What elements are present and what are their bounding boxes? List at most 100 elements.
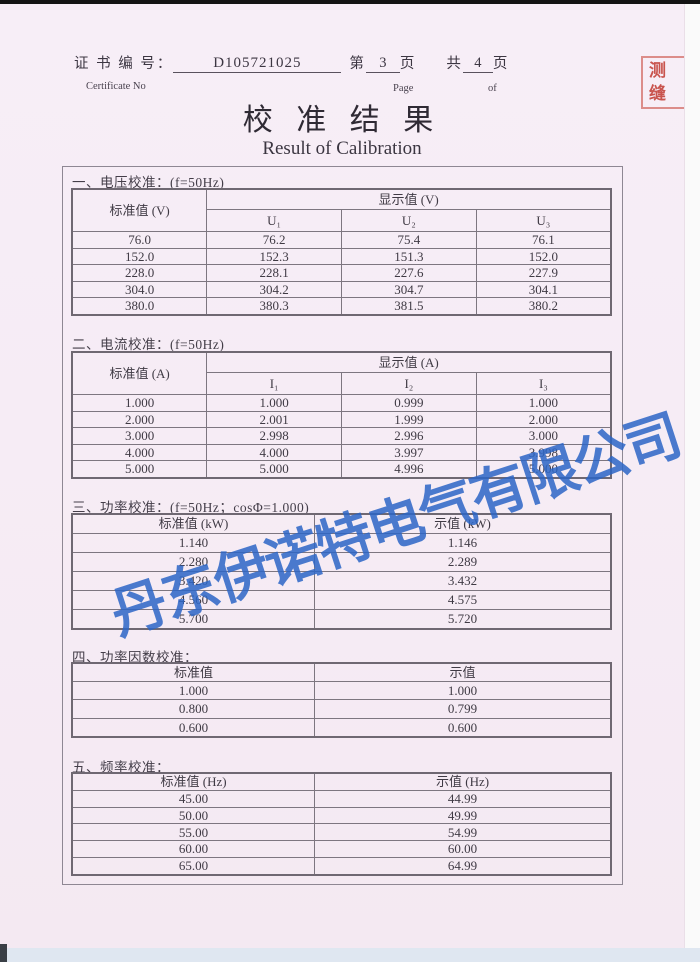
table-cell: 0.600 — [71, 717, 316, 738]
column-header: I₃ — [475, 372, 612, 395]
table-cell: 380.2 — [475, 297, 612, 316]
page-number: 3 — [365, 55, 400, 73]
table-cell: 152.0 — [475, 247, 612, 266]
table-cell: 1.000 — [314, 681, 612, 701]
table-row: 5.000 5.000 4.996 5.000 — [71, 460, 612, 479]
table-row: 50.00 49.99 — [71, 806, 612, 825]
table-row: 0.800 0.799 — [71, 699, 612, 719]
voltage-calibration-table: 标准值 (V) 显示值 (V) U₁ U₂ U₃ 76.0 76.2 75.4 76.1 152.… — [71, 188, 612, 316]
table-row: 152.0 152.3 151.3 152.0 — [71, 247, 612, 266]
table-cell: 3.000 — [71, 427, 208, 445]
table-row: 3.000 2.998 2.996 3.000 — [71, 427, 612, 445]
table-row: 76.0 76.2 75.4 76.1 — [71, 231, 612, 249]
seam-stamp-row1: 测 — [649, 61, 678, 80]
table-cell: 5.000 — [71, 460, 208, 479]
table-cell: 1.140 — [71, 533, 316, 554]
table-subheader-row: I₁ I₂ I₃ — [72, 372, 612, 395]
table-cell: 228.1 — [206, 264, 342, 282]
table-cell: 304.0 — [71, 280, 208, 299]
certificate-no-value: D105721025 — [173, 55, 342, 73]
table-cell: 1.000 — [71, 394, 208, 412]
table-row: 4.560 4.575 — [71, 589, 612, 610]
table-cell: 1.000 — [475, 394, 612, 412]
total-suffix: 页 — [492, 56, 510, 72]
table-row: 60.00 60.00 — [71, 840, 612, 859]
table-cell: 76.0 — [71, 231, 208, 249]
table-cell: 1.000 — [71, 681, 316, 701]
column-header: 标准值 (Hz) — [71, 772, 316, 791]
table-cell: 1.000 — [206, 394, 342, 412]
table-cell: 380.0 — [71, 297, 208, 316]
table-cell: 45.00 — [71, 789, 316, 808]
table-cell: 5.720 — [314, 608, 612, 630]
table-cell: 2.001 — [206, 410, 342, 429]
table-subheader-row: U₁ U₂ U₃ — [72, 209, 612, 232]
section-heading-power-factor-calibration: 四、功率因数校准： — [72, 650, 198, 665]
table-cell: 1.999 — [341, 410, 477, 429]
certificate-no-label-en: Certificate No — [86, 81, 146, 92]
certificate-header-line: 证 书 编 号： D105721025 第 3 页共 4 页 — [74, 52, 509, 73]
certificate-no-label-cn: 证 书 编 号： — [74, 56, 174, 72]
table-cell: 64.99 — [314, 857, 612, 876]
table-cell: 152.3 — [206, 247, 342, 266]
column-header: U₃ — [475, 209, 612, 232]
table-cell: 0.999 — [341, 394, 477, 412]
table-cell: 381.5 — [341, 297, 477, 316]
table-cell: 380.3 — [206, 297, 342, 316]
table-row: 55.00 54.99 — [71, 823, 612, 842]
table-cell: 1.146 — [314, 533, 612, 554]
page-prefix: 第 — [349, 56, 366, 72]
table-cell: 0.600 — [314, 717, 612, 738]
page-title-cn: 校 准 结 果 — [242, 104, 442, 137]
table-cell: 60.00 — [71, 840, 316, 859]
table-cell: 0.799 — [314, 699, 612, 719]
table-row: 1.000 1.000 0.999 1.000 — [71, 394, 612, 412]
column-header: 标准值 (kW) — [71, 513, 316, 535]
frequency-calibration-table: 标准值 (Hz) 示值 (Hz) 45.00 44.99 50.00 49.99 55.00… — [71, 772, 612, 876]
table-cell: 227.6 — [341, 264, 477, 282]
table-cell: 4.996 — [341, 460, 477, 479]
table-cell: 3.998 — [475, 443, 612, 462]
table-row: 3.420 3.432 — [71, 570, 612, 591]
table-cell: 151.3 — [341, 247, 477, 266]
table-cell: 5.700 — [71, 608, 316, 630]
table-cell: 54.99 — [314, 823, 612, 842]
column-header: 示值 — [314, 662, 612, 683]
total-pages: 4 — [462, 55, 493, 73]
table-cell: 49.99 — [314, 806, 612, 825]
column-header: 示值 (kW) — [314, 513, 612, 535]
seam-stamp: 测 缝 — [641, 56, 700, 109]
column-group-header: 显示值 (V) — [206, 188, 612, 210]
table-cell: 227.9 — [475, 264, 612, 282]
table-cell: 304.1 — [475, 280, 612, 299]
table-row: 1.000 1.000 — [71, 681, 612, 701]
table-cell: 152.0 — [71, 247, 208, 266]
column-group-header: 显示值 (A) — [206, 351, 612, 373]
table-cell: 55.00 — [71, 823, 316, 842]
section-heading-power-calibration: 三、功率校准：(f=50Hz；cosΦ=1.000) — [72, 500, 310, 515]
table-cell: 60.00 — [314, 840, 612, 859]
table-cell: 2.000 — [475, 410, 612, 429]
table-cell: 76.2 — [206, 231, 342, 249]
table-row: 2.000 2.001 1.999 2.000 — [71, 410, 612, 429]
scan-edge-top — [0, 0, 700, 4]
table-cell: 2.996 — [341, 427, 477, 445]
table-header-row: 标准值 示值 — [71, 662, 612, 683]
scan-edge-right — [684, 0, 700, 962]
table-row: 228.0 228.1 227.6 227.9 — [71, 264, 612, 282]
table-cell: 4.560 — [71, 589, 316, 610]
table-row: 0.600 0.600 — [71, 717, 612, 738]
table-cell: 3.432 — [314, 570, 612, 591]
table-cell: 2.998 — [206, 427, 342, 445]
current-calibration-table: 标准值 (A) 显示值 (A) I₁ I₂ I₃ 1.000 1.000 0.999 1.000… — [71, 351, 612, 479]
table-row: 2.280 2.289 — [71, 552, 612, 572]
table-cell: 50.00 — [71, 806, 316, 825]
page-title-en: Result of Calibration — [262, 138, 422, 159]
table-cell: 5.000 — [475, 460, 612, 479]
content-frame: 一、电压校准：(f=50Hz) 标准值 (V) 显示值 (V) U₁ U₂ U₃ 76.0… — [62, 166, 623, 885]
table-row: 4.000 4.000 3.997 3.998 — [71, 443, 612, 462]
table-header-row: 标准值 (Hz) 示值 (Hz) — [71, 772, 612, 791]
power-calibration-table: 标准值 (kW) 示值 (kW) 1.140 1.146 2.280 2.289 3.420… — [71, 513, 612, 630]
of-label-en: of — [488, 83, 497, 94]
